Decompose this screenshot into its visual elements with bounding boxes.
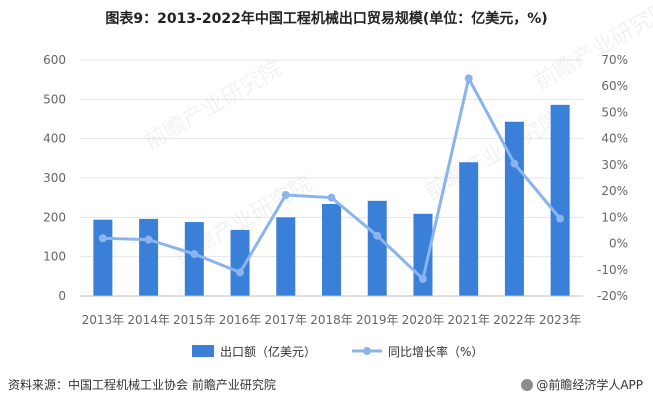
x-tick-label: 2022年	[493, 313, 536, 327]
y-left-tick-label: 300	[43, 171, 66, 185]
watermark-text: 前瞻产业研究院	[531, 0, 653, 95]
line-point	[98, 234, 107, 243]
line-series	[98, 74, 565, 283]
line-point	[190, 250, 199, 259]
line-point	[236, 268, 245, 277]
y-left-tick-label: 200	[43, 210, 66, 224]
y-axis-left: 0 100 200 300 400 500 600	[43, 53, 66, 303]
x-tick-label: 2023年	[539, 313, 582, 327]
x-tick-label: 2018年	[310, 313, 353, 327]
brand-logo-icon	[521, 379, 534, 391]
x-tick-label: 2013年	[82, 313, 125, 327]
bar	[550, 104, 570, 296]
bar	[276, 217, 296, 296]
y-right-tick-label: 20%	[601, 184, 628, 198]
y-left-tick-label: 500	[43, 92, 66, 106]
y-right-tick-label: 30%	[601, 158, 628, 172]
line-point	[281, 191, 290, 200]
legend-bar-swatch	[192, 345, 214, 357]
y-right-tick-label: 60%	[601, 79, 628, 93]
line-point	[418, 274, 427, 283]
y-right-tick-label: -10%	[597, 263, 628, 277]
x-tick-label: 2020年	[402, 313, 445, 327]
watermark-text: 前瞻产业研究院	[141, 57, 287, 156]
x-tick-label: 2014年	[127, 313, 170, 327]
x-tick-label: 2019年	[356, 313, 399, 327]
line-point	[373, 231, 382, 240]
line-point	[144, 235, 153, 244]
brand-text: @前瞻经济学人APP	[536, 378, 643, 392]
x-axis: 2013年 2014年 2015年 2016年 2017年 2018年 2019年 2020年…	[80, 295, 583, 327]
line-point	[510, 159, 519, 168]
bar	[504, 121, 524, 297]
y-right-tick-label: 40%	[601, 132, 628, 146]
legend-line-label: 同比增长率（%）	[388, 344, 483, 359]
bar	[367, 200, 387, 296]
y-right-tick-label: 0%	[609, 237, 628, 251]
x-tick-label: 2017年	[264, 313, 307, 327]
y-left-tick-label: 600	[43, 53, 66, 67]
line-point	[327, 193, 336, 202]
bar	[230, 229, 250, 296]
legend-line-marker	[363, 347, 371, 355]
x-tick-label: 2021年	[447, 313, 490, 327]
bar	[139, 218, 159, 296]
legend-bar-label: 出口额（亿美元）	[220, 344, 316, 359]
legend: 出口额（亿美元） 同比增长率（%）	[192, 344, 483, 359]
line-point	[556, 214, 565, 223]
y-left-tick-label: 100	[43, 250, 66, 264]
line-point	[464, 74, 473, 83]
source-note: 资料来源：中国工程机械工业协会 前瞻产业研究院	[8, 378, 276, 392]
bar	[459, 162, 479, 296]
x-tick-label: 2016年	[219, 313, 262, 327]
bar	[184, 222, 204, 296]
y-right-tick-label: -20%	[597, 289, 628, 303]
y-axis-right: -20% -10% 0% 10% 20% 30% 40% 50% 60% 70%	[597, 53, 628, 303]
brand-label: @前瞻经济学人APP	[521, 376, 643, 393]
y-right-tick-label: 10%	[601, 210, 628, 224]
bar	[93, 219, 113, 296]
bar	[322, 203, 341, 296]
chart-title: 图表9：2013-2022年中国工程机械出口贸易规模(单位：亿美元，%)	[105, 11, 548, 27]
x-tick-label: 2015年	[173, 313, 216, 327]
y-left-tick-label: 0	[58, 289, 66, 303]
y-right-tick-label: 70%	[601, 53, 628, 67]
y-right-tick-label: 50%	[601, 105, 628, 119]
y-left-tick-label: 400	[43, 132, 66, 146]
bar-series	[93, 104, 570, 297]
